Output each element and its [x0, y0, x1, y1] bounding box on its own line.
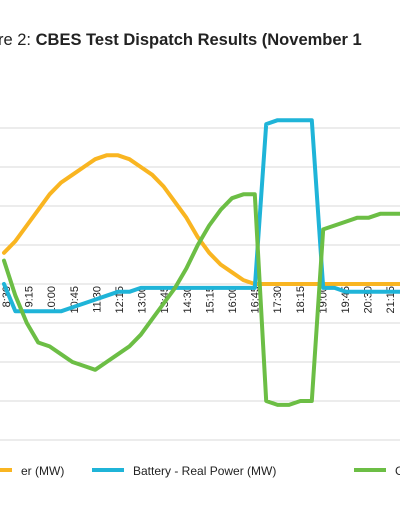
x-tick-label: 15:15	[204, 286, 216, 314]
legend-label: G	[395, 464, 400, 478]
legend-item: G	[354, 464, 400, 478]
x-tick-label: 16:00	[227, 286, 239, 314]
legend: er (MW) Battery - Real Power (MW) G	[0, 464, 400, 478]
chart-title-main: CBES Test Dispatch Results (November 1	[35, 31, 362, 49]
x-tick: 17:30	[272, 286, 284, 314]
gridlines	[0, 127, 400, 441]
x-tick-label: 9:15	[24, 286, 36, 307]
x-tick: 13:00	[137, 286, 149, 314]
x-tick-label: 18:15	[295, 286, 307, 314]
legend-label: er (MW)	[21, 464, 64, 478]
series-lines	[2, 118, 400, 407]
x-tick-label: 13:00	[137, 286, 149, 314]
x-tick: 10:00	[46, 286, 58, 314]
x-tick: 18:15	[295, 286, 307, 314]
x-tick: 14:30	[182, 286, 194, 314]
chart-title: re 2: CBES Test Dispatch Results (Novemb…	[0, 31, 400, 50]
x-tick-label: 10:00	[46, 286, 58, 314]
x-tick-label: 17:30	[272, 286, 284, 314]
x-tick: 15:15	[204, 286, 216, 314]
series-line-3	[2, 192, 400, 407]
legend-label: Battery - Real Power (MW)	[133, 464, 276, 478]
legend-item: Battery - Real Power (MW)	[92, 464, 276, 478]
legend-item: er (MW)	[0, 464, 64, 478]
chart-title-prefix: re 2:	[0, 31, 36, 49]
series-line-2	[2, 118, 400, 314]
x-tick-label: 14:30	[182, 286, 194, 314]
x-tick: 16:00	[227, 286, 239, 314]
series-line-1	[2, 153, 400, 286]
x-tick: 9:15	[24, 286, 36, 307]
